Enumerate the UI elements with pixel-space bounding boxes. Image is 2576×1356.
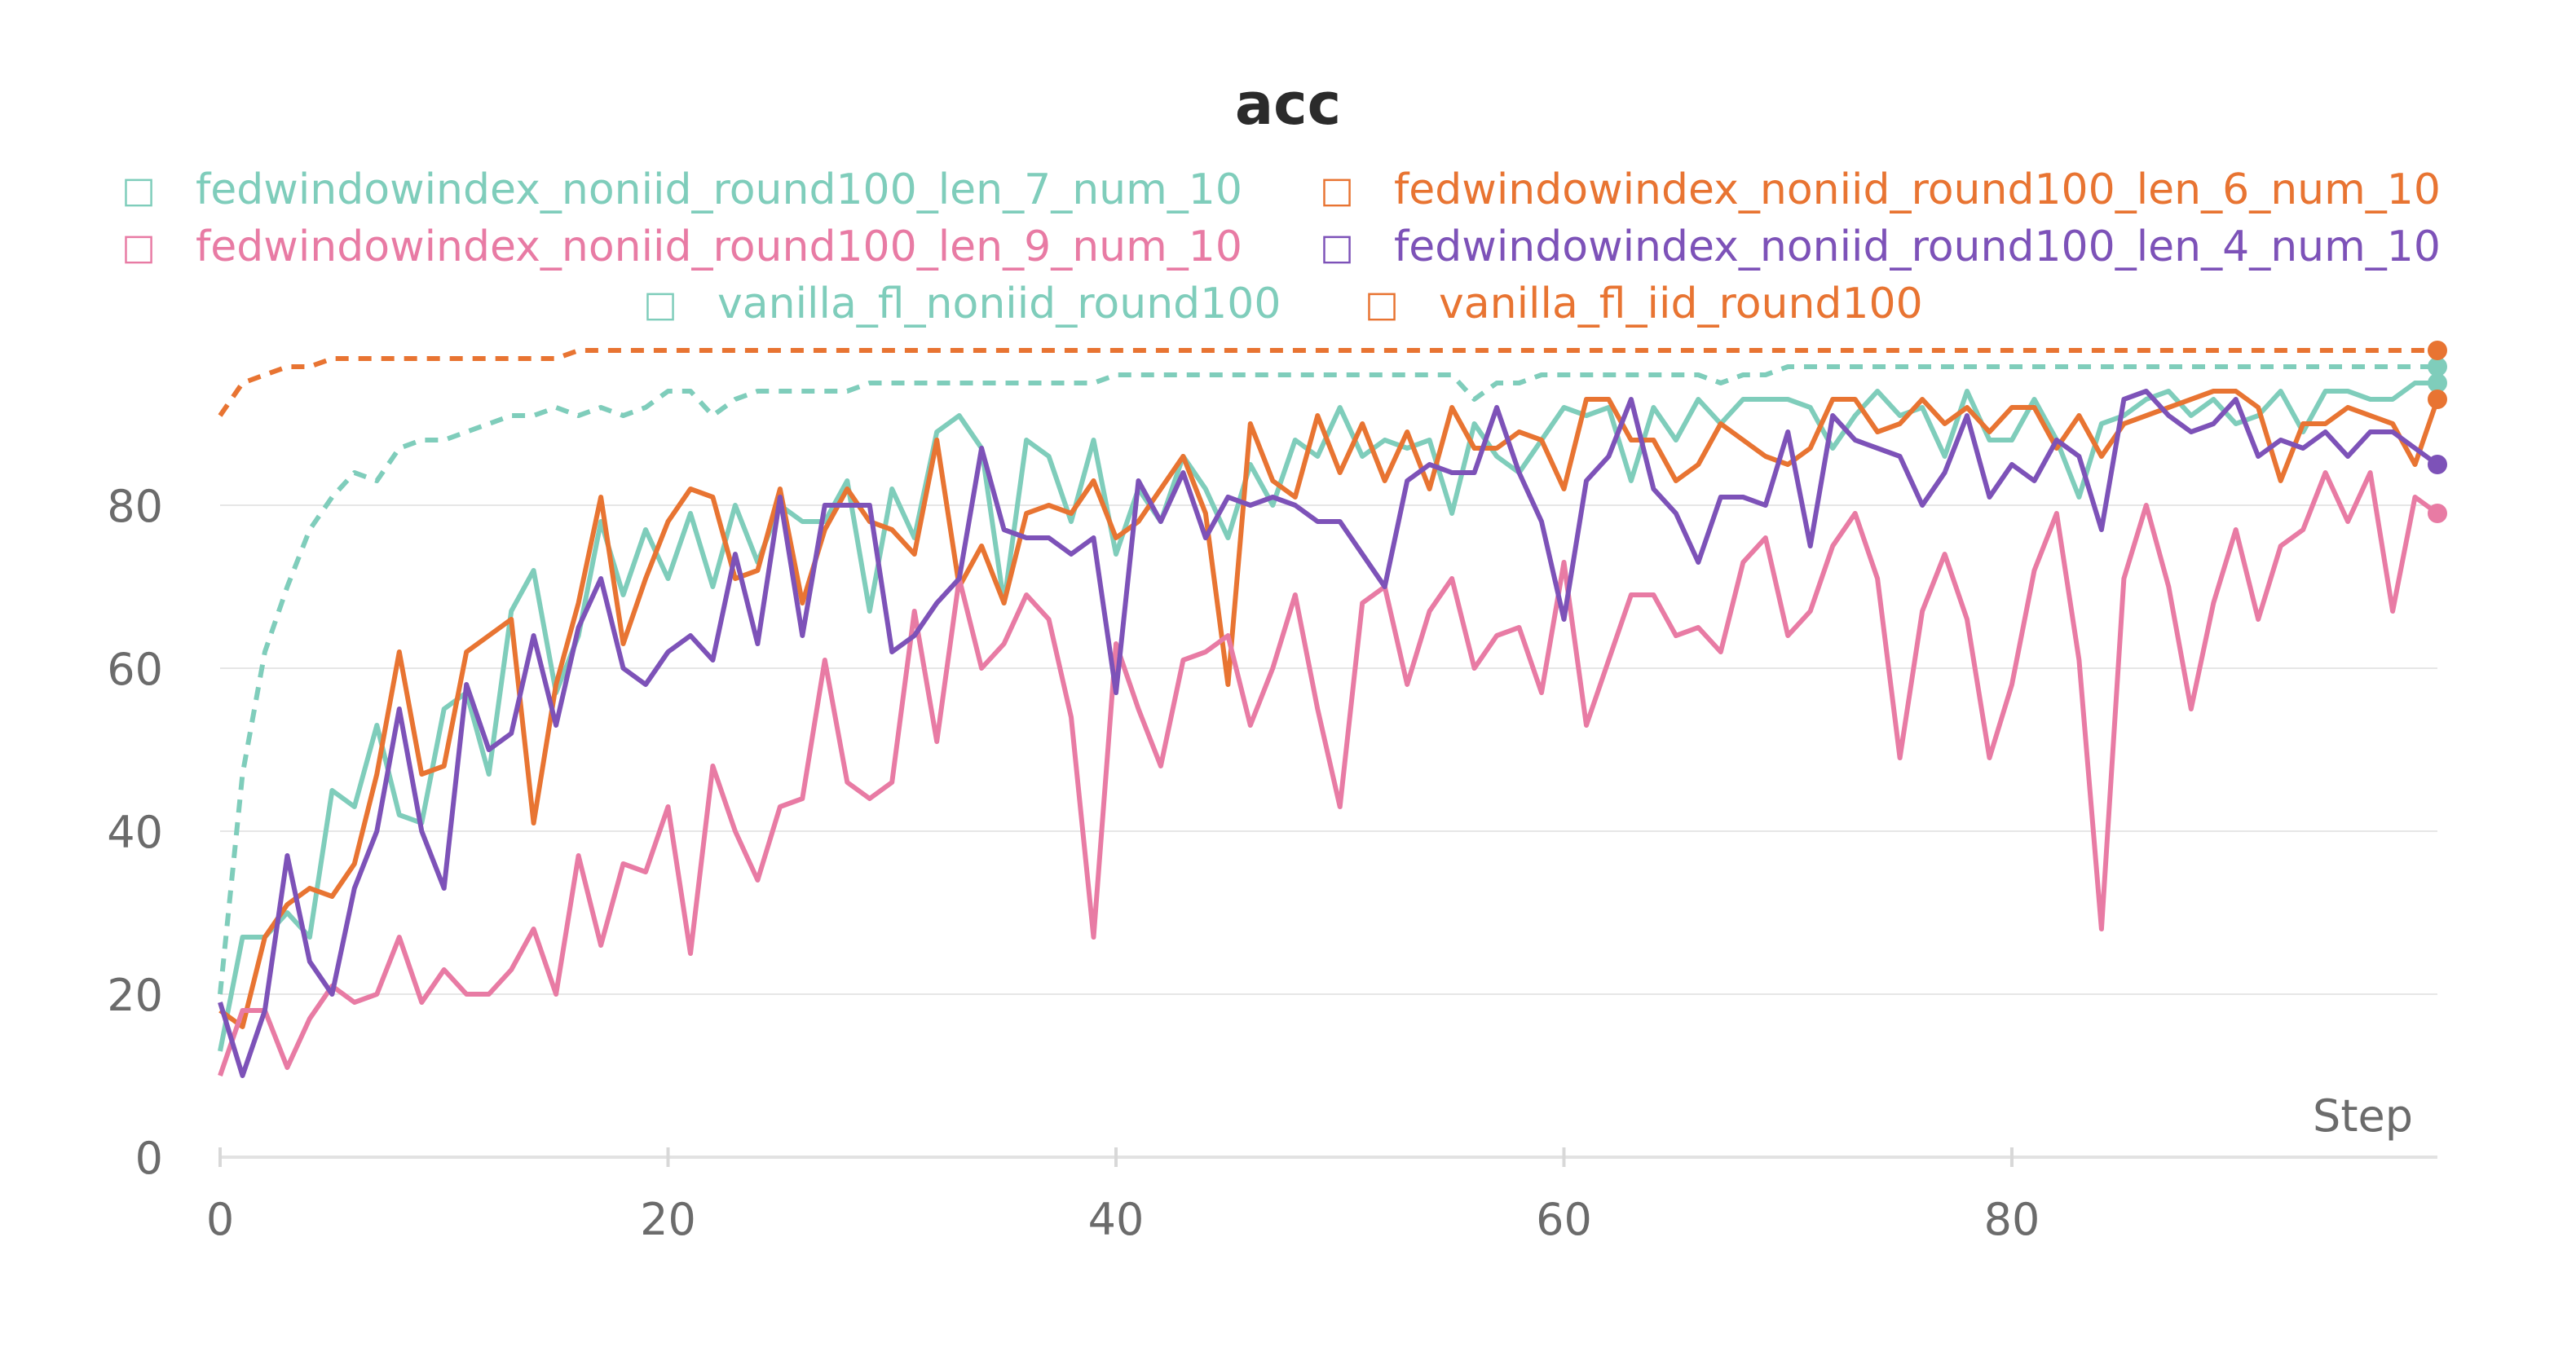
x-tick-label: 40 bbox=[1088, 1194, 1145, 1245]
legend-item-2[interactable]: □ fedwindowindex_noniid_round100_len_9_nu… bbox=[121, 222, 1242, 271]
x-tick-label: 80 bbox=[1984, 1194, 2040, 1245]
chart-title: acc bbox=[1235, 71, 1341, 138]
x-tick-label: 20 bbox=[640, 1194, 696, 1245]
legend-label: fedwindowindex_noniid_round100_len_4_num… bbox=[1394, 222, 2441, 271]
series-line-1 bbox=[218, 389, 2440, 1029]
legend: □ fedwindowindex_noniid_round100_len_7_nu… bbox=[121, 165, 2441, 328]
series-line-0 bbox=[218, 381, 2437, 1052]
series-endpoint-2 bbox=[2428, 504, 2447, 523]
legend-label: vanilla_fl_iid_round100 bbox=[1439, 280, 1923, 328]
legend-label: fedwindowindex_noniid_round100_len_9_num… bbox=[196, 222, 1242, 271]
series-endpoint-4 bbox=[2428, 357, 2447, 376]
series-endpoint-1 bbox=[2428, 390, 2447, 409]
series-line-4 bbox=[218, 364, 2437, 995]
legend-item-5[interactable]: □ vanilla_fl_iid_round100 bbox=[1365, 280, 1922, 328]
series-line-5 bbox=[218, 348, 2437, 417]
legend-label: vanilla_fl_noniid_round100 bbox=[717, 280, 1281, 328]
y-tick-label: 0 bbox=[135, 1133, 163, 1184]
series-layer bbox=[218, 341, 2447, 1078]
legend-swatch-icon: □ bbox=[121, 170, 156, 211]
legend-swatch-icon: □ bbox=[121, 227, 156, 268]
y-tick-label: 60 bbox=[107, 644, 163, 695]
series-endpoint-3 bbox=[2428, 455, 2447, 474]
series-line-2 bbox=[218, 470, 2439, 1076]
legend-swatch-icon: □ bbox=[1320, 227, 1354, 268]
legend-item-1[interactable]: □ fedwindowindex_noniid_round100_len_6_nu… bbox=[1320, 165, 2441, 214]
axes: 0 20 40 60 80 0 20 40 60 80 bbox=[107, 481, 2437, 1245]
legend-label: fedwindowindex_noniid_round100_len_6_num… bbox=[1394, 165, 2441, 214]
x-axis-label: Step bbox=[2313, 1090, 2413, 1142]
legend-swatch-icon: □ bbox=[643, 284, 677, 325]
legend-item-3[interactable]: □ fedwindowindex_noniid_round100_len_4_nu… bbox=[1320, 222, 2441, 271]
legend-label: fedwindowindex_noniid_round100_len_7_num… bbox=[196, 165, 1242, 214]
legend-swatch-icon: □ bbox=[1365, 284, 1399, 325]
legend-swatch-icon: □ bbox=[1320, 170, 1354, 211]
series-endpoint-5 bbox=[2428, 341, 2447, 360]
legend-item-4[interactable]: □ vanilla_fl_noniid_round100 bbox=[643, 280, 1281, 328]
x-tick-label: 0 bbox=[206, 1194, 234, 1245]
series-line-3 bbox=[218, 389, 2439, 1078]
y-tick-label: 40 bbox=[107, 807, 163, 858]
grid-lines bbox=[220, 504, 2437, 995]
y-tick-label: 80 bbox=[107, 481, 163, 532]
series-endpoint-0 bbox=[2428, 373, 2447, 393]
x-tick-label: 60 bbox=[1536, 1194, 1592, 1245]
y-tick-label: 20 bbox=[107, 970, 163, 1021]
legend-item-0[interactable]: □ fedwindowindex_noniid_round100_len_7_nu… bbox=[121, 165, 1242, 214]
